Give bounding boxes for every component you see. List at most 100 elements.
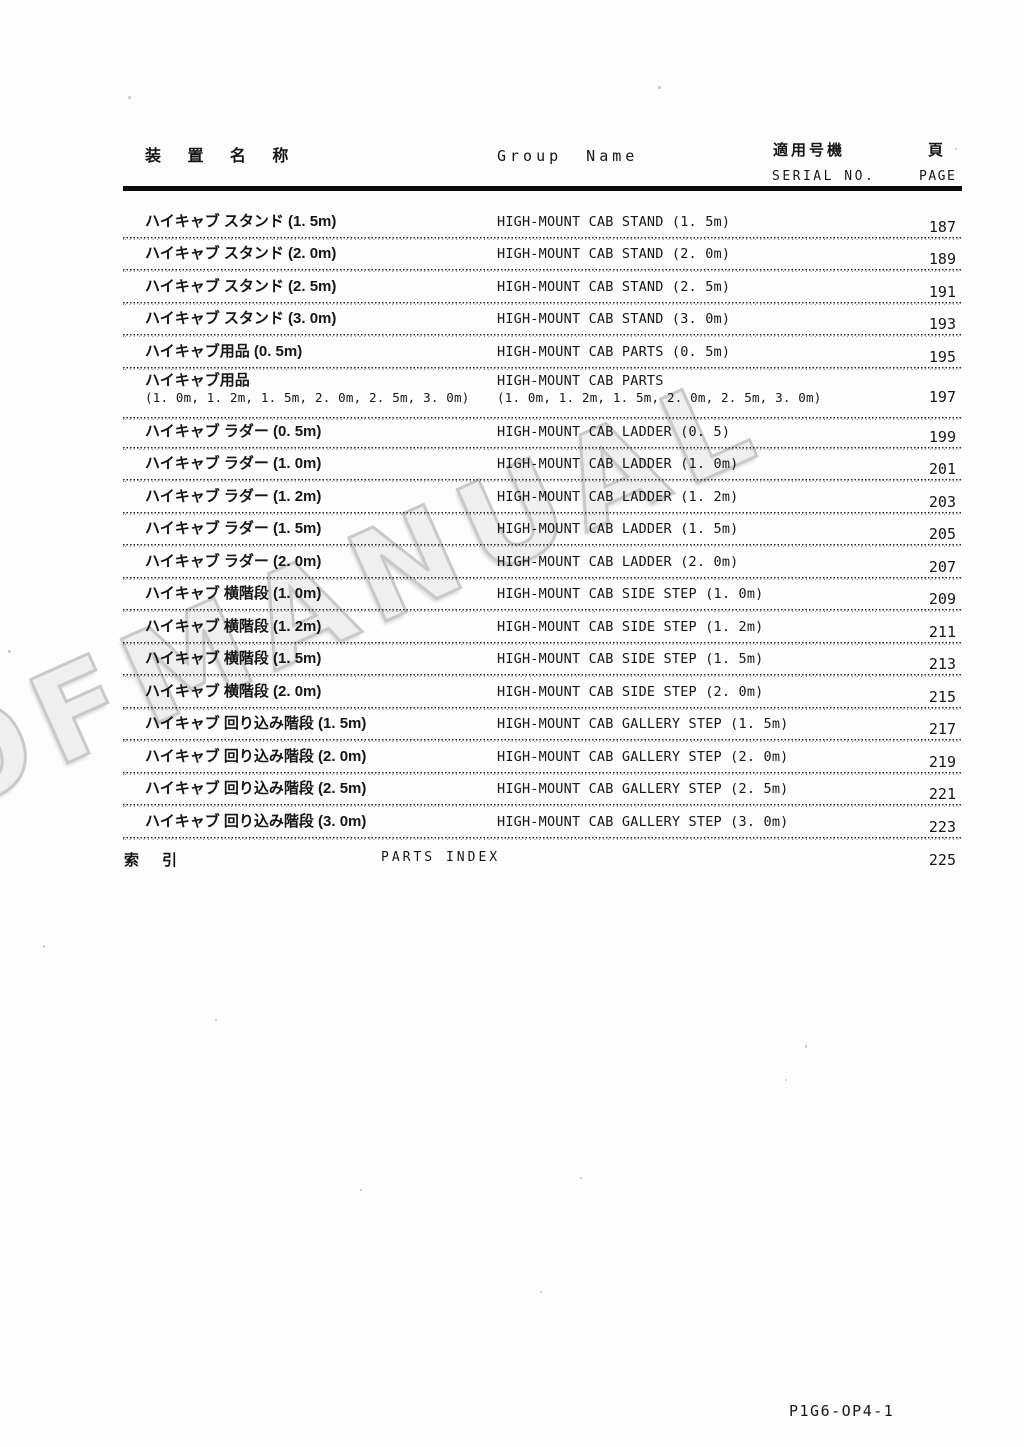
table-row: ハイキャブ ラダー (0. 5m) HIGH-MOUNT CAB LADDER … <box>123 417 962 450</box>
row-group-name-en-line1: HIGH-MOUNT CAB PARTS <box>497 372 664 389</box>
row-group-name-en-line1: HIGH-MOUNT CAB STAND (3. 0m) <box>497 311 731 328</box>
row-device-name-jp: ハイキャブ用品 (1. 0m, 1. 2m, 1. 5m, 2. 0m, 2. … <box>123 372 497 406</box>
row-page-number: 203 <box>928 492 956 511</box>
table-row-cells: ハイキャブ 回り込み階段 (3. 0m) HIGH-MOUNT CAB GALL… <box>123 807 962 837</box>
row-group-name-en: HIGH-MOUNT CAB GALLERY STEP (2. 0m) <box>497 749 876 765</box>
table-row-cells: ハイキャブ 横階段 (2. 0m) HIGH-MOUNT CAB SIDE ST… <box>123 677 962 707</box>
row-device-name-jp: ハイキャブ スタンド (3. 0m) <box>123 311 497 327</box>
row-device-name-jp-line1: ハイキャブ 回り込み階段 (2. 5m) <box>145 780 367 798</box>
table-row-cells: ハイキャブ スタンド (1. 5m) HIGH-MOUNT CAB STAND … <box>123 207 962 237</box>
table-row: ハイキャブ 横階段 (1. 5m) HIGH-MOUNT CAB SIDE ST… <box>123 645 962 677</box>
scan-speck <box>540 1291 542 1293</box>
row-device-name-jp-line1: ハイキャブ ラダー (0. 5m) <box>145 422 322 440</box>
parts-index-label-en: PARTS INDEX <box>381 849 501 865</box>
row-group-name-en-line1: HIGH-MOUNT CAB LADDER (0. 5) <box>497 423 731 440</box>
row-separator <box>123 236 962 240</box>
table-row: ハイキャブ 回り込み階段 (2. 5m) HIGH-MOUNT CAB GALL… <box>123 775 962 807</box>
row-device-name-jp-line1: ハイキャブ ラダー (1. 0m) <box>145 455 322 473</box>
row-group-name-en: HIGH-MOUNT CAB STAND (2. 0m) <box>497 246 876 262</box>
row-page-number: 197 <box>928 387 956 406</box>
index-table: ハイキャブ スタンド (1. 5m) HIGH-MOUNT CAB STAND … <box>123 207 962 873</box>
row-device-name-jp: ハイキャブ ラダー (1. 0m) <box>123 456 497 472</box>
table-row-cells: ハイキャブ スタンド (2. 5m) HIGH-MOUNT CAB STAND … <box>123 272 962 302</box>
table-row: ハイキャブ ラダー (1. 2m) HIGH-MOUNT CAB LADDER … <box>123 482 962 515</box>
row-device-name-jp-line1: ハイキャブ ラダー (1. 5m) <box>145 520 322 538</box>
row-group-name-en-line1: HIGH-MOUNT CAB SIDE STEP (2. 0m) <box>497 683 764 700</box>
row-device-name-jp: ハイキャブ スタンド (2. 0m) <box>123 246 497 262</box>
row-device-name-jp: ハイキャブ 横階段 (2. 0m) <box>123 683 497 700</box>
parts-index-page-number: 225 <box>928 850 956 869</box>
row-device-name-jp-line1: ハイキャブ ラダー (2. 0m) <box>145 552 322 570</box>
table-row-cells: ハイキャブ ラダー (1. 2m) HIGH-MOUNT CAB LADDER … <box>123 482 962 512</box>
scan-speck <box>580 1177 582 1179</box>
row-page-number: 201 <box>928 460 956 479</box>
row-separator <box>123 269 962 272</box>
table-row: ハイキャブ スタンド (2. 5m) HIGH-MOUNT CAB STAND … <box>123 272 962 305</box>
row-group-name-en-line1: HIGH-MOUNT CAB STAND (1. 5m) <box>497 213 731 230</box>
table-row: ハイキャブ ラダー (2. 0m) HIGH-MOUNT CAB LADDER … <box>123 547 962 580</box>
row-group-name-en-line1: HIGH-MOUNT CAB SIDE STEP (1. 5m) <box>497 651 764 668</box>
row-group-name-en: HIGH-MOUNT CAB SIDE STEP (1. 2m) <box>497 619 876 635</box>
table-row-cells: ハイキャブ 回り込み階段 (1. 5m) HIGH-MOUNT CAB GALL… <box>123 710 962 740</box>
row-device-name-jp-line1: ハイキャブ ラダー (1. 2m) <box>145 487 322 505</box>
row-group-name-en-line1: HIGH-MOUNT CAB LADDER (1. 5m) <box>497 521 739 538</box>
row-group-name-en: HIGH-MOUNT CAB SIDE STEP (1. 0m) <box>497 586 876 602</box>
row-page-number: 217 <box>928 720 956 739</box>
table-row: ハイキャブ 回り込み階段 (3. 0m) HIGH-MOUNT CAB GALL… <box>123 807 962 840</box>
parts-index-label-jp: 索 引 <box>124 851 182 869</box>
row-separator <box>123 417 962 420</box>
table-row-cells: ハイキャブ 回り込み階段 (2. 5m) HIGH-MOUNT CAB GALL… <box>123 775 962 805</box>
table-row-cells: ハイキャブ スタンド (2. 0m) HIGH-MOUNT CAB STAND … <box>123 240 962 270</box>
row-group-name-en: HIGH-MOUNT CAB STAND (1. 5m) <box>497 214 876 230</box>
row-group-name-en-line2: (1. 0m, 1. 2m, 1. 5m, 2. 0m, 2. 5m, 3. 0… <box>497 389 822 405</box>
row-page-number: 209 <box>928 590 956 609</box>
table-row: ハイキャブ スタンド (1. 5m) HIGH-MOUNT CAB STAND … <box>123 207 962 240</box>
row-separator <box>123 366 962 370</box>
table-row: ハイキャブ 横階段 (1. 0m) HIGH-MOUNT CAB SIDE ST… <box>123 580 962 612</box>
row-page-number: 191 <box>928 282 956 301</box>
row-page-number: 215 <box>928 687 956 706</box>
row-device-name-jp: ハイキャブ ラダー (0. 5m) <box>123 422 497 440</box>
row-separator <box>123 301 962 305</box>
table-row: ハイキャブ 横階段 (1. 2m) HIGH-MOUNT CAB SIDE ST… <box>123 612 962 645</box>
row-device-name-jp-line1: ハイキャブ スタンド (2. 5m) <box>145 277 337 295</box>
scan-speck <box>128 96 131 99</box>
table-row-cells: ハイキャブ ラダー (1. 5m) HIGH-MOUNT CAB LADDER … <box>123 515 962 545</box>
row-separator <box>123 771 962 775</box>
scan-speck <box>658 86 661 89</box>
table-row: ハイキャブ用品 (0. 5m) HIGH-MOUNT CAB PARTS (0.… <box>123 337 962 370</box>
row-group-name-en-line1: HIGH-MOUNT CAB SIDE STEP (1. 0m) <box>497 586 764 603</box>
row-page-number: 221 <box>928 785 956 804</box>
row-group-name-en: HIGH-MOUNT CAB SIDE STEP (1. 5m) <box>497 651 876 667</box>
table-row-cells: ハイキャブ 横階段 (1. 2m) HIGH-MOUNT CAB SIDE ST… <box>123 612 962 642</box>
row-separator <box>123 609 962 612</box>
row-separator <box>123 706 962 710</box>
scan-speck <box>360 1189 362 1191</box>
row-group-name-en-line1: HIGH-MOUNT CAB GALLERY STEP (3. 0m) <box>497 813 789 830</box>
row-device-name-jp-line1: ハイキャブ 横階段 (1. 5m) <box>145 650 322 668</box>
row-group-name-en-line1: HIGH-MOUNT CAB GALLERY STEP (2. 5m) <box>497 781 789 798</box>
row-device-name-jp: ハイキャブ 横階段 (1. 5m) <box>123 651 497 667</box>
header-rule <box>123 186 962 191</box>
row-group-name-en-line1: HIGH-MOUNT CAB STAND (2. 5m) <box>497 278 731 295</box>
row-device-name-jp-line1: ハイキャブ用品 (0. 5m) <box>145 342 303 360</box>
table-row-cells: ハイキャブ用品 (1. 0m, 1. 2m, 1. 5m, 2. 0m, 2. … <box>123 370 962 418</box>
row-device-name-jp: ハイキャブ 横階段 (1. 0m) <box>123 586 497 602</box>
table-row: ハイキャブ用品 (1. 0m, 1. 2m, 1. 5m, 2. 0m, 2. … <box>123 370 962 420</box>
row-group-name-en: HIGH-MOUNT CAB GALLERY STEP (2. 5m) <box>497 781 876 797</box>
row-page-number: 205 <box>928 525 956 544</box>
row-group-name-en: HIGH-MOUNT CAB LADDER (1. 0m) <box>497 456 876 472</box>
row-group-name-en-line1: HIGH-MOUNT CAB PARTS (0. 5m) <box>497 343 731 360</box>
row-device-name-jp-line1: ハイキャブ スタンド (3. 0m) <box>145 310 337 328</box>
row-page-number: 211 <box>928 622 956 641</box>
row-group-name-en: HIGH-MOUNT CAB SIDE STEP (2. 0m) <box>497 684 876 700</box>
table-row: ハイキャブ ラダー (1. 0m) HIGH-MOUNT CAB LADDER … <box>123 450 962 482</box>
column-header-serial-en: SERIAL NO. <box>772 169 876 184</box>
row-group-name-en-line1: HIGH-MOUNT CAB LADDER (2. 0m) <box>497 553 739 570</box>
row-page-number: 193 <box>928 315 956 334</box>
row-group-name-en-line1: HIGH-MOUNT CAB GALLERY STEP (2. 0m) <box>497 748 789 765</box>
row-group-name-en-line1: HIGH-MOUNT CAB SIDE STEP (1. 2m) <box>497 618 764 635</box>
table-row-cells: ハイキャブ ラダー (1. 0m) HIGH-MOUNT CAB LADDER … <box>123 450 962 480</box>
table-row-cells: ハイキャブ 横階段 (1. 5m) HIGH-MOUNT CAB SIDE ST… <box>123 645 962 675</box>
row-group-name-en: HIGH-MOUNT CAB LADDER (0. 5) <box>497 424 876 440</box>
